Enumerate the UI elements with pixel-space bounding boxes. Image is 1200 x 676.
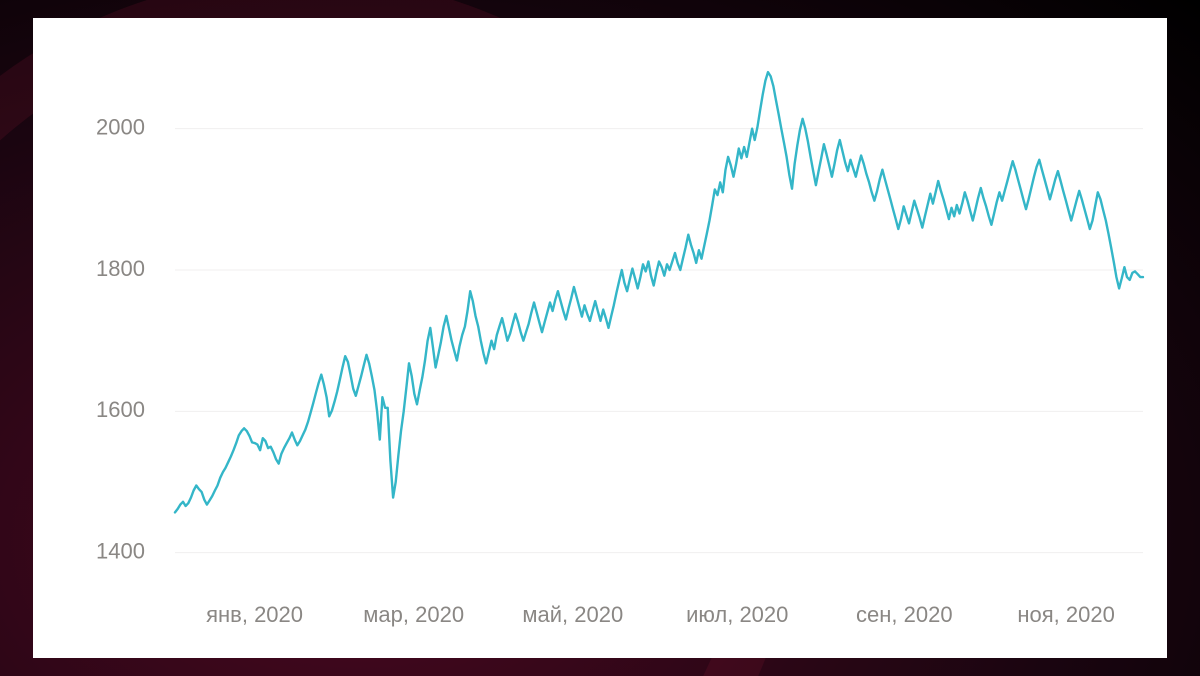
y-axis-label: 1600 bbox=[96, 397, 145, 422]
x-axis-label: май, 2020 bbox=[522, 602, 623, 627]
chart-card: 1400 1600 1800 2000 янв, 2020 мар, 2020 май, 2… bbox=[33, 18, 1167, 658]
x-axis-label: мар, 2020 bbox=[363, 602, 464, 627]
x-axis-label: сен, 2020 bbox=[856, 602, 953, 627]
y-axis-label: 2000 bbox=[96, 114, 145, 139]
x-axis-label: июл, 2020 bbox=[686, 602, 788, 627]
x-axis-label: янв, 2020 bbox=[206, 602, 303, 627]
y-axis-label: 1400 bbox=[96, 538, 145, 563]
x-axis-label: ноя, 2020 bbox=[1017, 602, 1114, 627]
page-background: 1400 1600 1800 2000 янв, 2020 мар, 2020 май, 2… bbox=[0, 0, 1200, 676]
y-axis-label: 1800 bbox=[96, 256, 145, 281]
price-series-line bbox=[175, 72, 1143, 512]
line-chart: 1400 1600 1800 2000 янв, 2020 мар, 2020 май, 2… bbox=[33, 18, 1167, 658]
